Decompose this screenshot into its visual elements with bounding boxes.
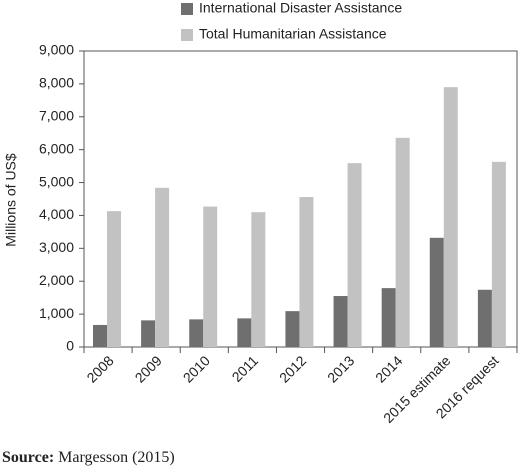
- bar: [299, 197, 314, 347]
- y-tick-label: 1,000: [39, 305, 74, 321]
- bar: [333, 296, 348, 347]
- bar: [203, 206, 218, 347]
- y-tick-label: 0: [66, 338, 74, 354]
- bar: [237, 318, 252, 347]
- bar: [347, 163, 362, 347]
- legend-swatch: [181, 3, 193, 15]
- bar: [155, 187, 170, 347]
- bar: [107, 211, 121, 347]
- bar: [141, 320, 156, 347]
- legend-label: International Disaster Assistance: [199, 0, 402, 16]
- x-tick-label: 2011: [229, 352, 262, 385]
- bar: [189, 319, 204, 347]
- y-tick-label: 9,000: [39, 42, 74, 58]
- y-tick-label: 7,000: [39, 107, 74, 123]
- legend-swatch: [181, 29, 193, 41]
- source: Source: Margesson (2015): [2, 449, 175, 466]
- bar: [429, 237, 444, 347]
- x-tick-label: 2012: [276, 352, 309, 385]
- y-tick-label: 2,000: [39, 272, 74, 288]
- x-tick-label: 2010: [180, 352, 213, 385]
- legend-label: Total Humanitarian Assistance: [199, 26, 387, 42]
- bar: [477, 289, 492, 347]
- bar: [395, 137, 410, 347]
- y-tick-label: 6,000: [39, 140, 74, 156]
- y-axis-label: Millions of US$: [3, 153, 19, 247]
- bar: [251, 212, 266, 347]
- y-tick-label: 3,000: [39, 239, 74, 255]
- y-tick-label: 4,000: [39, 206, 74, 222]
- bar: [491, 161, 506, 347]
- x-tick-label: 2014: [372, 352, 405, 385]
- bar: [285, 311, 300, 347]
- y-tick-label: 8,000: [39, 75, 74, 91]
- bar: [381, 288, 396, 347]
- source-label: Source:: [2, 449, 54, 466]
- x-tick-label: 2009: [132, 352, 165, 385]
- x-tick-label: 2008: [83, 352, 116, 385]
- source-text: Margesson (2015): [58, 449, 175, 466]
- bar: [93, 324, 107, 347]
- bar: [443, 87, 458, 347]
- x-tick-label: 2013: [324, 352, 357, 385]
- y-tick-label: 5,000: [39, 173, 74, 189]
